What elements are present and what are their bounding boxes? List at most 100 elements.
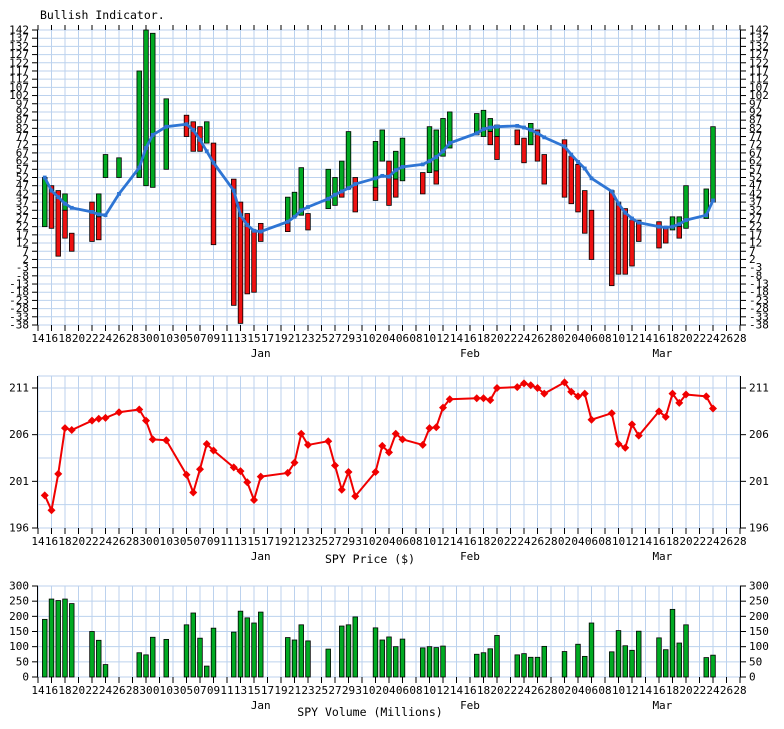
svg-text:31: 31	[355, 332, 368, 345]
svg-text:300: 300	[749, 580, 769, 593]
svg-text:22: 22	[85, 332, 98, 345]
svg-text:42: 42	[749, 187, 762, 200]
svg-text:Feb: Feb	[460, 347, 480, 360]
svg-text:122: 122	[9, 56, 29, 69]
svg-text:06: 06	[585, 684, 598, 697]
svg-text:26: 26	[531, 535, 544, 548]
svg-text:21: 21	[288, 332, 301, 345]
svg-text:92: 92	[16, 105, 29, 118]
svg-text:16: 16	[463, 332, 476, 345]
svg-text:-18: -18	[9, 286, 29, 299]
svg-text:09: 09	[207, 332, 220, 345]
svg-text:29: 29	[342, 535, 355, 548]
svg-text:04: 04	[571, 535, 585, 548]
svg-text:62: 62	[16, 155, 29, 168]
svg-text:06: 06	[396, 535, 409, 548]
svg-text:22: 22	[16, 220, 29, 233]
svg-text:15: 15	[247, 535, 260, 548]
svg-text:14: 14	[639, 684, 653, 697]
svg-text:25: 25	[315, 684, 328, 697]
svg-text:24: 24	[517, 684, 531, 697]
svg-text:-28: -28	[749, 302, 769, 315]
svg-text:28: 28	[126, 332, 139, 345]
svg-text:37: 37	[749, 196, 762, 209]
svg-text:25: 25	[315, 535, 328, 548]
svg-text:211: 211	[9, 382, 29, 395]
svg-text:14: 14	[31, 332, 45, 345]
svg-text:09: 09	[207, 535, 220, 548]
svg-text:97: 97	[16, 97, 29, 110]
svg-text:-38: -38	[9, 319, 29, 332]
svg-text:12: 12	[436, 684, 449, 697]
svg-text:12: 12	[625, 684, 638, 697]
svg-text:09: 09	[207, 684, 220, 697]
svg-text:12: 12	[436, 332, 449, 345]
svg-text:200: 200	[9, 610, 29, 623]
svg-text:112: 112	[749, 73, 769, 86]
svg-text:13: 13	[234, 535, 247, 548]
svg-text:04: 04	[382, 684, 396, 697]
svg-text:18: 18	[58, 332, 71, 345]
svg-text:50: 50	[749, 655, 762, 668]
price-chart-title: SPY Price ($)	[324, 552, 415, 566]
svg-text:112: 112	[9, 73, 29, 86]
svg-text:19: 19	[274, 332, 287, 345]
svg-text:10: 10	[423, 332, 436, 345]
svg-text:30: 30	[139, 535, 152, 548]
svg-text:08: 08	[409, 332, 422, 345]
svg-text:27: 27	[16, 212, 29, 225]
svg-text:122: 122	[749, 56, 769, 69]
svg-text:0: 0	[749, 671, 756, 684]
svg-text:87: 87	[749, 114, 762, 127]
svg-text:-3: -3	[16, 261, 29, 274]
svg-text:12: 12	[436, 535, 449, 548]
svg-text:24: 24	[706, 535, 720, 548]
svg-text:206: 206	[749, 428, 769, 441]
indicator-chart-title: Bullish Indicator.	[40, 8, 165, 22]
svg-text:01: 01	[153, 535, 166, 548]
svg-text:10: 10	[423, 535, 436, 548]
svg-text:28: 28	[126, 684, 139, 697]
svg-text:24: 24	[99, 684, 113, 697]
svg-text:52: 52	[16, 171, 29, 184]
svg-text:26: 26	[112, 535, 125, 548]
svg-text:20: 20	[72, 535, 85, 548]
svg-text:18: 18	[666, 684, 679, 697]
svg-text:-8: -8	[16, 269, 29, 282]
svg-text:02: 02	[558, 535, 571, 548]
svg-text:47: 47	[749, 179, 762, 192]
svg-text:28: 28	[544, 535, 557, 548]
svg-text:196: 196	[749, 522, 769, 535]
svg-text:15: 15	[247, 684, 260, 697]
svg-text:27: 27	[328, 332, 341, 345]
svg-text:92: 92	[749, 105, 762, 118]
svg-text:17: 17	[261, 684, 274, 697]
svg-text:142: 142	[749, 24, 769, 37]
svg-text:22: 22	[504, 535, 517, 548]
svg-text:29: 29	[342, 684, 355, 697]
svg-text:Jan: Jan	[251, 347, 271, 360]
svg-text:07: 07	[193, 684, 206, 697]
svg-text:10: 10	[612, 332, 625, 345]
svg-text:31: 31	[355, 535, 368, 548]
svg-text:87: 87	[16, 114, 29, 127]
svg-text:02: 02	[369, 332, 382, 345]
svg-text:13: 13	[234, 332, 247, 345]
svg-text:57: 57	[749, 163, 762, 176]
svg-text:107: 107	[749, 81, 769, 94]
svg-text:Mar: Mar	[652, 347, 672, 360]
svg-text:26: 26	[531, 684, 544, 697]
svg-text:31: 31	[355, 684, 368, 697]
svg-text:26: 26	[720, 535, 733, 548]
svg-text:250: 250	[749, 595, 769, 608]
svg-text:24: 24	[99, 332, 113, 345]
svg-text:-13: -13	[9, 278, 29, 291]
svg-text:28: 28	[733, 684, 746, 697]
svg-text:18: 18	[477, 684, 490, 697]
svg-text:05: 05	[180, 332, 193, 345]
svg-text:Mar: Mar	[652, 550, 672, 563]
svg-text:7: 7	[749, 245, 756, 258]
svg-text:137: 137	[749, 32, 769, 45]
svg-text:142: 142	[9, 24, 29, 37]
